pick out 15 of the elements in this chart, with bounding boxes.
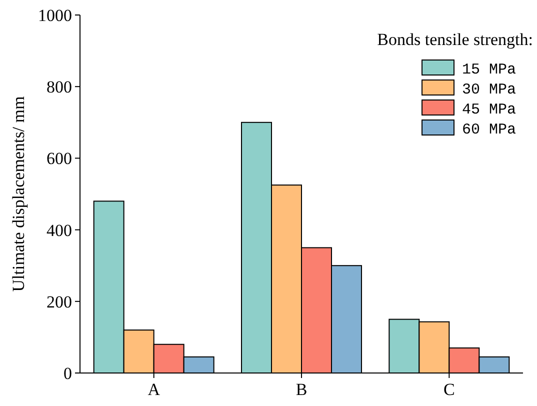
y-tick-label: 600 [46, 149, 72, 168]
y-tick-label: 1000 [38, 6, 72, 25]
x-tick-label: B [296, 380, 308, 399]
y-tick-label: 200 [46, 292, 72, 312]
y-tick-label: 800 [46, 78, 72, 97]
legend-title: Bonds tensile strength: [377, 30, 533, 49]
legend-label: 60 MPa [462, 121, 516, 138]
y-tick-label: 400 [46, 220, 72, 240]
legend-label: 15 MPa [462, 61, 516, 78]
x-tick-label: C [443, 380, 455, 399]
y-tick-label: 0 [64, 364, 72, 383]
legend-label: 45 MPa [462, 101, 516, 118]
y-axis-title: Ultimate displacements/ mm [9, 96, 28, 292]
x-tick-label: A [148, 380, 161, 399]
legend-label: 30 MPa [462, 81, 516, 98]
